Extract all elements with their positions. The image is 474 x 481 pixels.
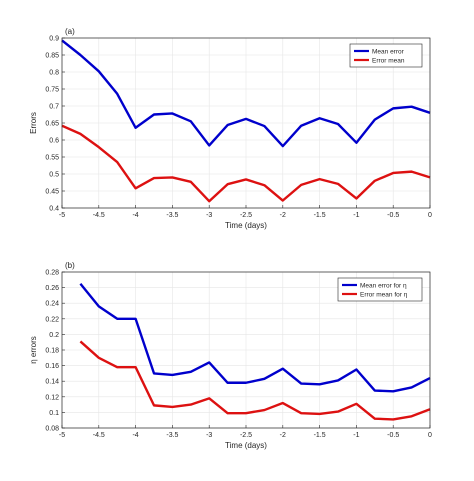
panel-b-ticks: -5 -4.5 -4 -3.5 -3 -2.5 -2 -1.5 -1 -0.5 0 0.08 0.1 0.… (45, 270, 432, 440)
panel-a-xtick-label: -2.5 (240, 212, 252, 219)
panel-a-ytick-label: 0.75 (45, 87, 59, 94)
panel-a-xtick-label: -5 (59, 212, 65, 219)
panel-b-xtick-label: -3 (206, 432, 212, 439)
panel-a-xtick-label: -4.5 (93, 212, 105, 219)
panel-b-ytick-label: 0.08 (45, 426, 59, 433)
panel-a-series-Mean-error (61, 39, 431, 148)
panel-a-series (61, 39, 431, 203)
panel-b-ytick-label: 0.2 (49, 332, 59, 339)
panel-a-ytick-label: 0.5 (49, 172, 59, 179)
panel-b-legend-error-mean-eta: Error mean for η (360, 291, 408, 298)
panel-b-xtick-label: -3.5 (166, 432, 178, 439)
panel-b-xtick-label: -2 (280, 432, 286, 439)
panel-a-legend: Mean error Error mean (349, 43, 423, 68)
panel-a-ytick-label: 0.7 (49, 104, 59, 111)
panel-a-ytick-label: 0.9 (49, 36, 59, 43)
panel-a-series-Error-mean (61, 124, 431, 203)
panel-b-ytick-label: 0.14 (45, 379, 59, 386)
panel-a-xlabel: Time (days) (225, 221, 267, 230)
panel-a-xtick-label: -1 (353, 212, 359, 219)
panel-a-legend-error-mean: Error mean (372, 57, 405, 64)
panel-b-series (79, 282, 431, 421)
panel-b-ytick-label: 0.1 (49, 410, 59, 417)
panel-b-xtick-label: -2.5 (240, 432, 252, 439)
panel-b-xtick-label: -1 (353, 432, 359, 439)
panel-a-ytick-label: 0.4 (49, 206, 59, 213)
panel-a-ytick-label: 0.45 (45, 189, 59, 196)
panel-a-xtick-label: -0.5 (387, 212, 399, 219)
panel-b-ytick-label: 0.18 (45, 348, 59, 355)
panel-b: -5 -4.5 -4 -3.5 -3 -2.5 -2 -1.5 -1 -0.5 0 0.08 0.1 0.… (29, 261, 432, 450)
panel-a-xtick-label: -3.5 (166, 212, 178, 219)
panel-b-xtick-label: -4 (132, 432, 138, 439)
panel-a-xtick-label: -2 (280, 212, 286, 219)
panel-a-legend-mean-error: Mean error (372, 48, 405, 55)
panel-b-xtick-label: -1.5 (314, 432, 326, 439)
panel-b-ytick-label: 0.26 (45, 285, 59, 292)
panel-b-ytick-label: 0.16 (45, 363, 59, 370)
panel-a-xtick-label: -1.5 (314, 212, 326, 219)
panel-a-xtick-label: -3 (206, 212, 212, 219)
panel-a-xtick-label: -4 (132, 212, 138, 219)
panel-a-ytick-label: 0.85 (45, 53, 59, 60)
panel-b-ytick-label: 0.28 (45, 270, 59, 277)
panel-b-xlabel: Time (days) (225, 441, 267, 450)
panel-a-ticks: -5 -4.5 -4 -3.5 -3 -2.5 -2 -1.5 -1 -0.5 0 0.4 0.45 0.… (45, 36, 432, 220)
panel-b-ytick-label: 0.24 (45, 301, 59, 308)
panel-a-ytick-label: 0.65 (45, 121, 59, 128)
panel-b-series-Mean-error-for (79, 282, 431, 393)
panel-b-series-Error-mean-for (79, 340, 431, 421)
panel-b-xtick-label: -5 (59, 432, 65, 439)
panel-b-xtick-label: -4.5 (93, 432, 105, 439)
panel-b-ylabel: η errors (29, 336, 38, 364)
panel-b-ytick-label: 0.12 (45, 394, 59, 401)
panel-b-xtick-label: 0 (428, 432, 432, 439)
panel-a-ylabel: Errors (29, 112, 38, 134)
panel-b-legend: Mean error for η Error mean for η (337, 277, 423, 302)
panel-b-xtick-label: -0.5 (387, 432, 399, 439)
panel-a-label: (a) (65, 27, 75, 36)
panel-b-label: (b) (65, 261, 75, 270)
panel-a-xtick-label: 0 (428, 212, 432, 219)
panel-a-legend-box (349, 43, 423, 68)
panel-a: -5 -4.5 -4 -3.5 -3 -2.5 -2 -1.5 -1 -0.5 0 0.4 0.45 0.… (29, 27, 432, 230)
panel-a-ytick-label: 0.8 (49, 70, 59, 77)
panel-b-legend-mean-error-eta: Mean error for η (360, 282, 407, 289)
panel-a-ytick-label: 0.6 (49, 138, 59, 145)
panel-a-ytick-label: 0.55 (45, 155, 59, 162)
panel-b-ytick-label: 0.22 (45, 316, 59, 323)
panel-b-legend-box (337, 277, 423, 302)
